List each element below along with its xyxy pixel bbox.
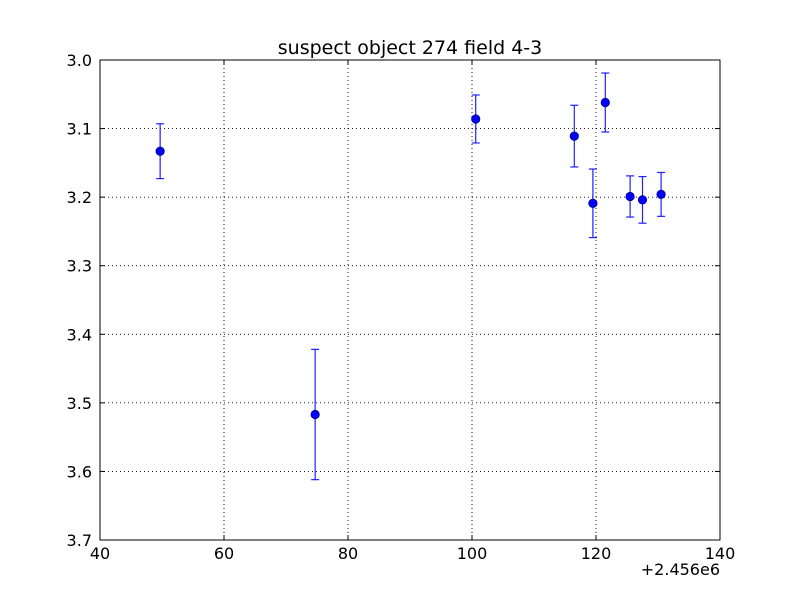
x-tick-label: 120 bbox=[581, 544, 612, 563]
x-tick-label: 60 bbox=[214, 544, 234, 563]
data-series bbox=[155, 72, 666, 481]
chart-title: suspect object 274 field 4-3 bbox=[278, 37, 543, 59]
data-point bbox=[471, 114, 481, 124]
data-point-group bbox=[625, 175, 635, 218]
data-point-group bbox=[600, 72, 610, 133]
data-point-group bbox=[569, 104, 579, 168]
x-axis: 40 60 80 100 120 140 bbox=[90, 60, 735, 563]
plot-frame bbox=[99, 59, 721, 541]
data-point-group bbox=[656, 171, 666, 217]
data-point-group bbox=[310, 348, 320, 481]
data-point bbox=[600, 97, 610, 108]
x-tick-label: 40 bbox=[90, 544, 110, 563]
x-tick-label: 80 bbox=[338, 544, 358, 563]
data-point bbox=[625, 191, 635, 202]
data-point bbox=[310, 409, 320, 420]
data-point bbox=[588, 198, 598, 208]
y-tick-label: 3.3 bbox=[67, 257, 92, 276]
data-point bbox=[155, 146, 165, 156]
y-tick-label: 3.0 bbox=[67, 51, 92, 70]
data-point-group bbox=[637, 175, 648, 224]
x-tick-label: 140 bbox=[705, 544, 736, 563]
y-tick-label: 3.6 bbox=[67, 462, 92, 481]
x-tick-label: 100 bbox=[457, 544, 488, 563]
data-point bbox=[656, 189, 666, 199]
data-point bbox=[637, 195, 648, 205]
y-tick-label: 3.7 bbox=[67, 531, 92, 550]
data-point-group bbox=[155, 123, 165, 180]
y-tick-label: 3.1 bbox=[67, 120, 92, 139]
x-offset-label: +2.456e6 bbox=[641, 560, 720, 579]
y-tick-label: 3.5 bbox=[67, 394, 92, 413]
data-point-group bbox=[588, 168, 598, 239]
y-tick-label: 3.2 bbox=[67, 188, 92, 207]
data-point-group bbox=[471, 94, 481, 144]
data-point bbox=[569, 131, 579, 141]
y-axis: 3.0 3.1 3.2 3.3 3.4 3.5 3.6 3.7 bbox=[67, 51, 720, 550]
y-tick-label: 3.4 bbox=[67, 325, 92, 344]
